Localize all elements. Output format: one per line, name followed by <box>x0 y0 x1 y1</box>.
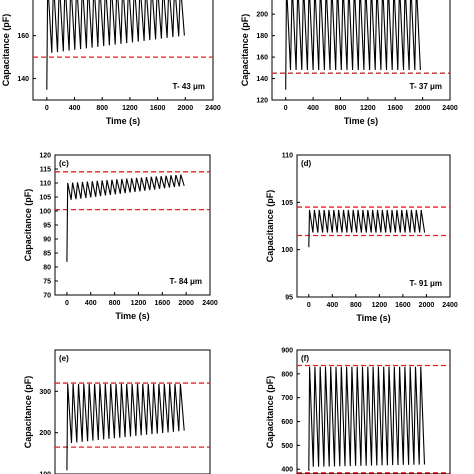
x-axis-label: Time (s) <box>356 313 390 323</box>
y-tick-label: 600 <box>281 419 293 426</box>
y-axis-label: Capacitance (pF) <box>265 376 275 449</box>
x-tick-label: 0 <box>284 105 288 112</box>
plot-frame <box>54 154 211 296</box>
x-tick-label: 400 <box>69 105 81 112</box>
y-tick-label: 140 <box>17 76 29 83</box>
x-tick-label: 2400 <box>205 105 221 112</box>
y-tick-label: 70 <box>43 293 51 300</box>
x-tick-label: 1600 <box>155 300 171 307</box>
chart-panel-2: 0 400 800 1200 1600 2000 2400 120 140 160 180 200 T-… <box>240 0 458 126</box>
y-tick-label: 900 <box>281 348 293 355</box>
chart-panel-1: 0 400 800 1200 1600 2000 2400 140 160 T- 43 μm Tim… <box>1 0 221 126</box>
y-tick-label: 95 <box>43 223 51 230</box>
x-tick-label: 400 <box>307 105 319 112</box>
x-tick-label: 2000 <box>178 300 194 307</box>
plot-frame <box>296 349 451 474</box>
panel-label: (f) <box>301 354 309 363</box>
chart-panel-4: 0 400 800 1200 1600 2000 2400 95 100 105 110 (d) T- … <box>265 153 458 324</box>
x-tick-label: 1200 <box>372 302 388 309</box>
capacitance-series <box>308 366 426 471</box>
x-tick-label: 400 <box>85 300 97 307</box>
y-tick-label: 180 <box>256 33 268 40</box>
y-axis-label: Capacitance (pF) <box>23 376 33 449</box>
x-tick-label: 1200 <box>360 105 376 112</box>
x-tick-label: 800 <box>109 300 121 307</box>
x-tick-label: 800 <box>350 302 362 309</box>
x-tick-label: 2000 <box>178 105 194 112</box>
y-tick-label: 160 <box>256 55 268 62</box>
panel-label: (c) <box>59 159 69 168</box>
y-tick-label: 105 <box>281 200 293 207</box>
panel-label: (e) <box>59 354 69 363</box>
y-tick-label: 140 <box>256 76 268 83</box>
x-tick-label: 2000 <box>415 105 431 112</box>
x-tick-label: 1200 <box>122 105 138 112</box>
y-tick-label: 100 <box>39 209 51 216</box>
panel-label: (d) <box>301 159 312 168</box>
x-tick-label: 400 <box>326 302 338 309</box>
x-tick-label: 2400 <box>202 300 218 307</box>
y-axis-label: Capacitance (pF) <box>23 189 33 262</box>
x-axis-label: Time (s) <box>115 311 149 321</box>
x-tick-label: 2000 <box>419 302 435 309</box>
capacitance-series <box>285 0 421 90</box>
y-tick-label: 90 <box>43 237 51 244</box>
x-tick-label: 1600 <box>150 105 166 112</box>
x-tick-label: 2400 <box>442 105 458 112</box>
thickness-annotation: T- 84 μm <box>170 277 202 286</box>
y-tick-label: 100 <box>281 247 293 254</box>
y-tick-label: 85 <box>43 251 51 258</box>
y-tick-label: 160 <box>17 33 29 40</box>
x-tick-label: 0 <box>45 105 49 112</box>
y-tick-label: 700 <box>281 395 293 402</box>
y-tick-label: 115 <box>40 167 51 174</box>
y-tick-label: 200 <box>256 12 268 19</box>
thickness-annotation: T- 43 μm <box>173 82 205 91</box>
y-tick-label: 95 <box>285 295 293 302</box>
plot-frame <box>296 154 451 298</box>
y-tick-label: 100 <box>39 472 51 474</box>
capacitance-series <box>66 383 185 471</box>
plot-frame <box>54 349 211 474</box>
y-axis-label: Capacitance (pF) <box>265 190 275 263</box>
x-tick-label: 0 <box>65 300 69 307</box>
x-tick-label: 1600 <box>387 105 403 112</box>
y-tick-label: 105 <box>39 195 51 202</box>
x-tick-label: 800 <box>335 105 347 112</box>
y-tick-label: 800 <box>281 371 293 378</box>
plot-frame <box>271 0 451 101</box>
chart-panel-6: 900 800 700 600 500 400 (f) Capacitance (pF) <box>265 348 451 474</box>
thickness-annotation: T- 91 μm <box>410 279 442 288</box>
y-tick-label: 200 <box>39 430 51 437</box>
capacitance-series <box>46 0 185 90</box>
x-axis-label: Time (s) <box>106 116 140 126</box>
capacitance-series <box>308 209 426 248</box>
y-axis-label: Capacitance (pF) <box>1 14 11 87</box>
y-tick-label: 75 <box>43 279 51 286</box>
y-tick-label: 120 <box>39 153 51 160</box>
y-tick-label: 110 <box>40 181 51 188</box>
y-tick-label: 300 <box>39 389 51 396</box>
x-axis-label: Time (s) <box>344 116 378 126</box>
chart-panel-3: 0 400 800 1200 1600 2000 2400 70 75 80 85 90 95 100 10… <box>23 153 218 322</box>
plot-frame <box>32 0 214 101</box>
y-tick-label: 110 <box>282 153 293 160</box>
chart-panel-5: 300 200 100 (e) Capacitance (pF) <box>23 349 211 474</box>
x-tick-label: 800 <box>96 105 108 112</box>
thickness-annotation: T- 37 μm <box>410 82 442 91</box>
x-tick-label: 1600 <box>395 302 411 309</box>
y-tick-label: 500 <box>281 443 293 450</box>
y-axis-label: Capacitance (pF) <box>240 14 250 87</box>
capacitance-series <box>66 174 185 262</box>
x-tick-label: 1200 <box>131 300 147 307</box>
y-tick-label: 80 <box>43 265 51 272</box>
x-tick-label: 0 <box>307 302 311 309</box>
y-tick-label: 120 <box>256 98 268 105</box>
x-tick-label: 2400 <box>442 302 458 309</box>
y-tick-label: 400 <box>281 467 293 474</box>
